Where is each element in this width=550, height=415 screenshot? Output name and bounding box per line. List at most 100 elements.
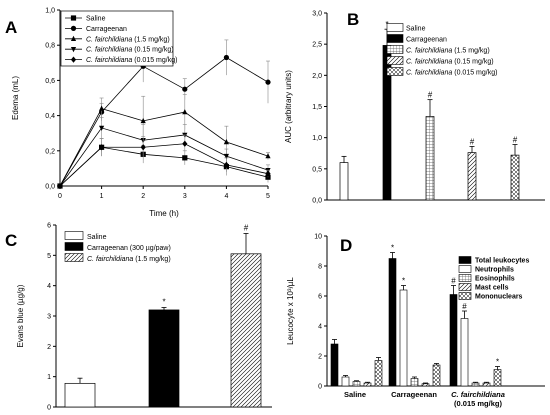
chart-panel-d: 0 2 4 6 8 10 Leucocyte x 10³/µL * # * # * Saline Carr… bbox=[286, 234, 545, 408]
x-tick-label: 5 bbox=[266, 193, 270, 200]
legend-entry-3: C. fairchildiana (0.15 mg/kg) bbox=[86, 47, 174, 54]
legend-entry-2: C. fairchildiana (1.5 mg/kg) bbox=[87, 256, 171, 263]
significance-mark: * bbox=[402, 277, 405, 286]
y-axis-title: Edema (mL) bbox=[11, 76, 20, 120]
legend-swatch bbox=[458, 283, 472, 291]
legend-swatch bbox=[64, 253, 84, 262]
bar bbox=[352, 381, 361, 387]
y-tick-label: 5 bbox=[47, 253, 51, 260]
legend-entry-2-dose: (1.5 mg/kg) bbox=[132, 36, 169, 43]
bar bbox=[148, 309, 180, 408]
series-3 bbox=[57, 117, 271, 189]
significance-mark: # bbox=[451, 277, 456, 286]
data-point bbox=[223, 139, 229, 145]
significance-mark: # bbox=[513, 136, 518, 145]
y-tick-label: 0,8 bbox=[45, 43, 55, 50]
y-tick-label: 0 bbox=[318, 384, 322, 391]
bar bbox=[421, 383, 430, 387]
legend-marker bbox=[70, 15, 77, 21]
legend-entry-1-text: Carrageenan bbox=[406, 37, 447, 44]
y-axis-title: Evans blue (µg/g) bbox=[16, 284, 25, 347]
y-tick-label: 0,2 bbox=[45, 148, 55, 155]
category-label: (0.015 mg/kg) bbox=[454, 399, 502, 408]
bar bbox=[64, 382, 96, 408]
y-tick-label: 0,4 bbox=[45, 113, 55, 120]
legend-entry-1: Carrageenan bbox=[406, 37, 447, 44]
significance-mark: * bbox=[391, 244, 394, 253]
panel-letter-d: D bbox=[340, 236, 352, 255]
legend-swatch bbox=[386, 45, 404, 54]
category-label: Saline bbox=[344, 390, 366, 399]
y-tick-label: 1,0 bbox=[312, 135, 322, 142]
legend-entry-2-species: C. fairchildiana bbox=[87, 256, 133, 263]
bar bbox=[410, 378, 419, 387]
y-tick-label: 0,0 bbox=[312, 198, 322, 205]
data-point bbox=[223, 161, 229, 168]
x-tick-label: 1 bbox=[100, 193, 104, 200]
data-point bbox=[182, 109, 188, 115]
x-axis-title: Time (h) bbox=[149, 209, 179, 218]
series-4 bbox=[57, 134, 271, 190]
legend-entry-4-dose: (0.015 mg/kg) bbox=[452, 70, 497, 77]
y-tick-label: 1 bbox=[47, 374, 51, 381]
data-point bbox=[223, 153, 229, 160]
x-tick-label: 2 bbox=[141, 193, 145, 200]
legend-entry-2: C. fairchildiana (1.5 mg/kg) bbox=[86, 36, 170, 43]
legend-entry-0-text: Saline bbox=[87, 234, 107, 241]
legend-entry-2-dose: (1.5 mg/kg) bbox=[133, 256, 170, 263]
data-point bbox=[223, 54, 229, 61]
legend-swatch bbox=[386, 34, 404, 43]
legend-entry-1: Carrageenan bbox=[86, 26, 127, 33]
legend-entry-3: C. fairchildiana (0.15 mg/kg) bbox=[406, 59, 494, 66]
x-tick-label: 4 bbox=[224, 193, 228, 200]
y-tick-label: 1,5 bbox=[312, 104, 322, 111]
legend-marker bbox=[70, 56, 77, 63]
y-tick-label: 2 bbox=[318, 354, 322, 361]
data-point bbox=[140, 144, 146, 151]
legend-entry-0-text: Saline bbox=[406, 26, 426, 33]
bar bbox=[230, 253, 262, 408]
legend-entry-0: Saline bbox=[406, 26, 426, 33]
data-point bbox=[99, 144, 105, 151]
legend-entry-1: Neutrophils bbox=[475, 267, 514, 274]
legend-swatch bbox=[64, 242, 84, 251]
x-tick-label: 3 bbox=[183, 193, 187, 200]
bar bbox=[425, 116, 435, 201]
legend-entry-1-text: Carrageenan bbox=[86, 26, 127, 33]
legend-marker bbox=[70, 35, 77, 41]
significance-mark: # bbox=[470, 137, 475, 146]
bar bbox=[449, 294, 458, 387]
y-tick-label: 10 bbox=[314, 234, 322, 241]
bar bbox=[339, 162, 349, 201]
bar bbox=[493, 369, 502, 387]
legend-entry-0: Saline bbox=[86, 16, 106, 23]
bar bbox=[363, 382, 372, 387]
series-line bbox=[59, 146, 269, 187]
bar bbox=[460, 318, 469, 387]
series-line bbox=[59, 57, 269, 187]
legend-entry-3-species: C. fairchildiana bbox=[86, 47, 132, 54]
data-point bbox=[182, 140, 188, 147]
legend-marker bbox=[70, 47, 77, 53]
y-tick-label: 1,0 bbox=[45, 8, 55, 15]
legend-entry-1: Carrageenan (300 µg/paw) bbox=[87, 245, 171, 252]
legend-entry-3-dose: (0.15 mg/kg) bbox=[132, 47, 173, 54]
data-point bbox=[182, 155, 188, 161]
legend-swatch bbox=[64, 231, 84, 240]
bar bbox=[482, 382, 491, 387]
significance-mark: * bbox=[162, 298, 165, 307]
legend-swatch bbox=[386, 23, 404, 32]
significance-mark: # bbox=[428, 91, 433, 100]
bar bbox=[471, 382, 480, 387]
legend-entry-4: Mononuclears bbox=[475, 294, 523, 301]
bar bbox=[510, 154, 520, 201]
series-2 bbox=[57, 94, 271, 189]
panel-letter-a: A bbox=[5, 18, 17, 37]
y-axis-title: AUC (arbitrary units) bbox=[284, 70, 293, 143]
legend-entry-3: Mast cells bbox=[475, 285, 509, 292]
bar bbox=[330, 343, 339, 387]
data-point bbox=[182, 86, 188, 92]
legend-entry-4-dose: (0.015 mg/kg) bbox=[132, 57, 177, 64]
chart-panel-c: 0 1 2 3 4 5 6 Evans blue (µg/g) * # Saline Carragee… bbox=[16, 223, 272, 412]
